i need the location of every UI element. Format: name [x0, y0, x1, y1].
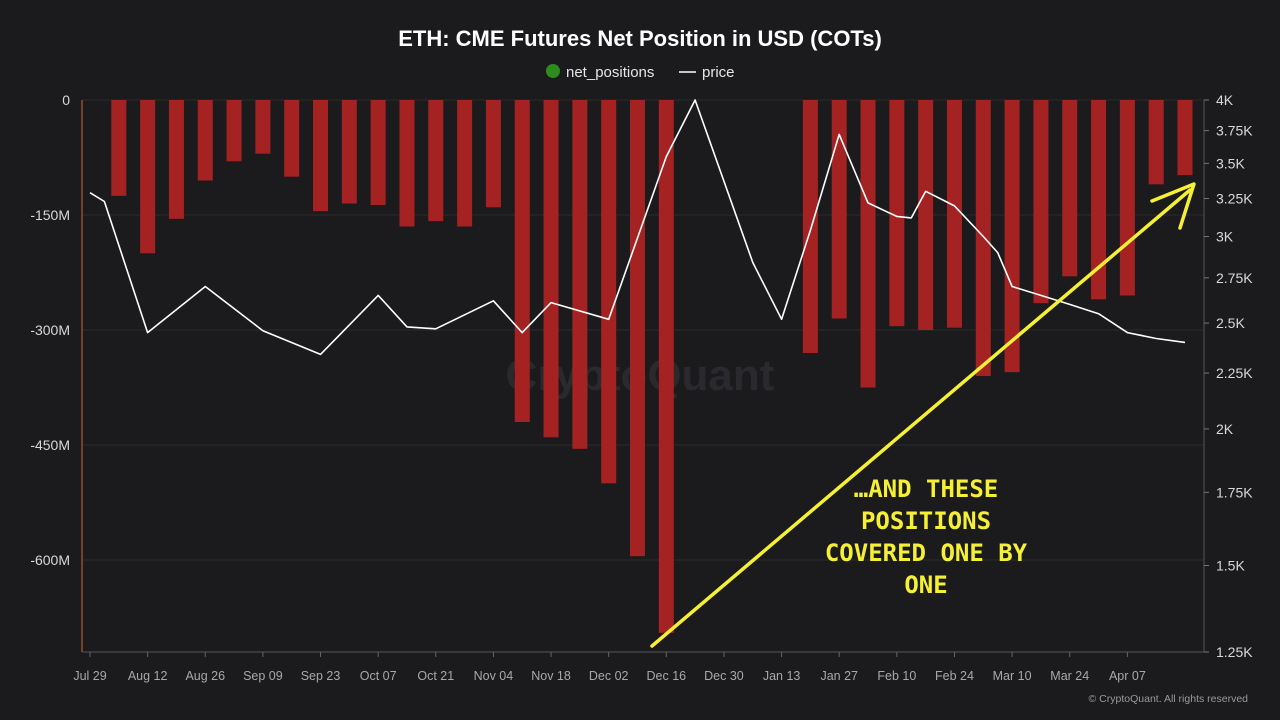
x-tick-label: Aug 26 [185, 669, 225, 683]
bar-net-position [572, 100, 588, 449]
x-tick-label: Sep 23 [301, 669, 341, 683]
left-axis-ticks: 0 -150M -300M -450M -600M [30, 92, 70, 568]
bar-net-position [1148, 100, 1164, 185]
bar-net-position [226, 100, 242, 162]
bar-net-position [630, 100, 645, 557]
x-tick-label: Dec 02 [589, 669, 629, 683]
right-tick-label: 3.25K [1216, 191, 1253, 207]
annotation-arrow [650, 182, 1196, 648]
bar-net-position [1177, 100, 1193, 176]
right-tick-label: 4K [1216, 92, 1234, 108]
x-tick-label: Feb 24 [935, 669, 974, 683]
right-axis-ticks: 4K 3.75K 3.5K 3.25K 3K 2.75K 2.5K 2.25K 2K 1.75K 1… [1204, 92, 1253, 660]
x-tick-label: Jan 13 [763, 669, 801, 683]
bar-net-position [197, 100, 213, 181]
bar-net-position [860, 100, 876, 388]
bar-net-position [111, 100, 127, 196]
bar-net-position [514, 100, 530, 422]
x-tick-label: Jul 29 [73, 669, 106, 683]
bar-net-position [370, 100, 386, 206]
legend-item-price[interactable]: price [679, 64, 735, 81]
bar-net-position [399, 100, 415, 227]
right-tick-label: 1.5K [1216, 557, 1245, 573]
annotation-line-2: POSITIONS [861, 507, 991, 535]
bar-net-position [457, 100, 473, 227]
bar-net-position [428, 100, 444, 222]
right-tick-label: 3.75K [1216, 123, 1253, 139]
bar-net-position [255, 100, 271, 154]
x-tick-label: Apr 07 [1109, 669, 1146, 683]
right-tick-label: 2K [1216, 421, 1234, 437]
bar-net-position [802, 100, 818, 353]
legend: net_positions price [546, 64, 735, 81]
x-tick-label: Oct 07 [360, 669, 397, 683]
x-tick-label: Nov 04 [474, 669, 514, 683]
legend-label-price: price [702, 64, 735, 81]
bar-net-position [918, 100, 934, 330]
x-tick-label: Aug 12 [128, 669, 168, 683]
bar-net-position [831, 100, 847, 319]
x-tick-label: Oct 21 [417, 669, 454, 683]
bar-net-position [1119, 100, 1135, 296]
x-tick-label: Dec 16 [647, 669, 687, 683]
bar-net-position [341, 100, 357, 204]
bar-net-position [601, 100, 617, 484]
bar-net-position [140, 100, 156, 254]
bar-net-position [1062, 100, 1078, 277]
bar-net-position [1091, 100, 1107, 300]
right-tick-label: 1.25K [1216, 644, 1253, 660]
x-tick-label: Sep 09 [243, 669, 283, 683]
x-tick-label: Jan 27 [820, 669, 858, 683]
bar-net-position [485, 100, 501, 208]
left-tick-label: -300M [30, 322, 70, 338]
legend-dot-icon [546, 64, 560, 78]
bar-net-position [284, 100, 300, 177]
right-tick-label: 2.75K [1216, 270, 1253, 286]
left-tick-label: -150M [30, 207, 70, 223]
bar-net-position [1004, 100, 1020, 373]
chart-title: ETH: CME Futures Net Position in USD (CO… [398, 26, 882, 51]
bar-net-position [313, 100, 329, 212]
bar-net-position [975, 100, 991, 376]
right-tick-label: 3K [1216, 229, 1234, 245]
x-tick-label: Feb 10 [877, 669, 916, 683]
x-tick-label: Nov 18 [531, 669, 571, 683]
x-tick-label: Mar 10 [993, 669, 1032, 683]
legend-label-net-positions: net_positions [566, 64, 654, 81]
x-axis-ticks: Jul 29 Aug 12 Aug 26 Sep 09 Sep 23 Oct 07 Oct … [73, 652, 1146, 683]
bar-net-position [946, 100, 962, 328]
annotation-text: …AND THESE POSITIONS COVERED ONE BY ONE [825, 475, 1028, 599]
right-tick-label: 3.5K [1216, 155, 1245, 171]
left-tick-label: 0 [62, 92, 70, 108]
annotation-line-3: COVERED ONE BY [825, 539, 1028, 567]
x-tick-label: Dec 30 [704, 669, 744, 683]
bar-net-position [168, 100, 184, 219]
left-tick-label: -600M [30, 552, 70, 568]
left-tick-label: -450M [30, 437, 70, 453]
legend-item-net-positions[interactable]: net_positions [546, 64, 654, 81]
bar-net-position [543, 100, 559, 438]
copyright-credit: © CryptoQuant. All rights reserved [1089, 693, 1249, 705]
right-tick-label: 2.5K [1216, 315, 1245, 331]
bar-net-position [889, 100, 905, 327]
right-tick-label: 1.75K [1216, 484, 1253, 500]
bar-series-net-positions [111, 100, 1193, 633]
x-tick-label: Mar 24 [1050, 669, 1089, 683]
annotation-line-4: ONE [904, 571, 947, 599]
bar-net-position [658, 100, 674, 633]
bar-net-position [1033, 100, 1049, 304]
annotation-line-1: …AND THESE [854, 475, 999, 503]
price-line [89, 99, 1186, 356]
right-tick-label: 2.25K [1216, 365, 1253, 381]
